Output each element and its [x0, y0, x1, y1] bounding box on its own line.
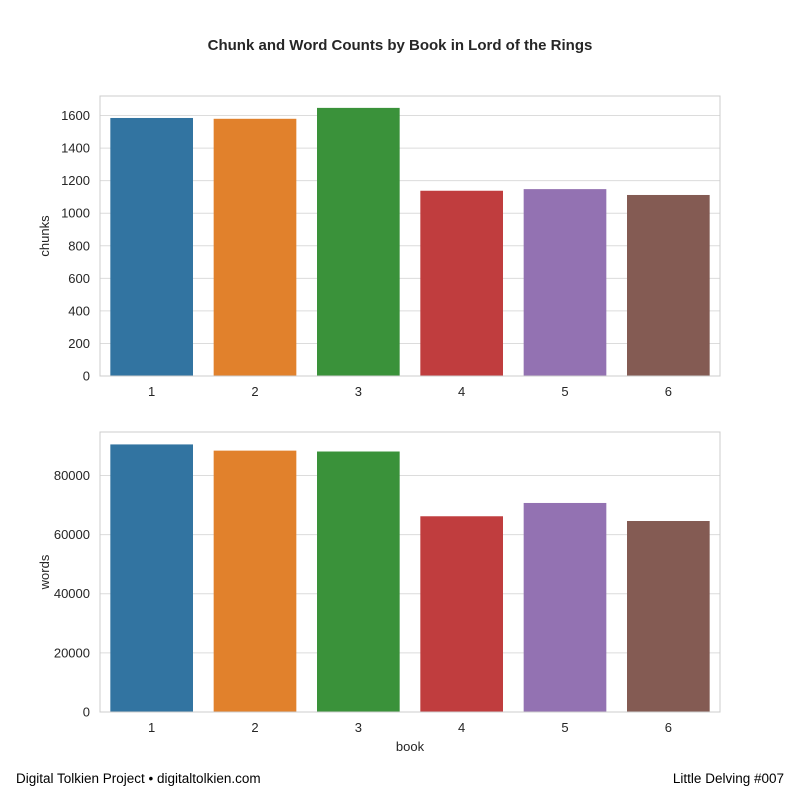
y-tick-label: 1400: [61, 141, 90, 156]
footer-issue: Little Delving #007: [672, 771, 784, 786]
y-tick-label: 0: [83, 705, 90, 720]
chart-title: Chunk and Word Counts by Book in Lord of…: [207, 37, 593, 54]
x-tick-label: 1: [148, 720, 155, 735]
y-axis-label: chunks: [37, 215, 52, 257]
x-tick-label: 2: [251, 720, 258, 735]
x-tick-label: 6: [665, 720, 672, 735]
chart-panel-2: 0 20000 40000 60000 80000 1 2 3 4 5 6 words book: [37, 431, 721, 754]
x-tick-label: 4: [458, 384, 465, 399]
bar-book-4: [420, 190, 503, 376]
bar-book-5: [523, 189, 607, 376]
x-tick-label: 1: [148, 384, 155, 399]
y-tick-label: 600: [68, 271, 90, 286]
y-tick-label: 1600: [61, 108, 90, 123]
x-tick-label: 3: [355, 720, 362, 735]
x-axis-label: book: [396, 739, 425, 754]
bar-book-1: [110, 444, 193, 712]
bar-book-6: [627, 194, 710, 376]
bar-book-5: [523, 502, 607, 712]
plot-frame: [99, 95, 721, 377]
y-tick-label: 1000: [61, 206, 90, 221]
y-tick-label: 40000: [54, 586, 90, 601]
y-tick-label: 80000: [54, 468, 90, 483]
bar-book-1: [110, 117, 193, 376]
y-axis-label: words: [37, 554, 52, 590]
bar-book-2: [213, 118, 297, 376]
footer-credit: Digital Tolkien Project • digitaltolkien…: [16, 771, 261, 786]
bar-book-3: [317, 107, 400, 376]
y-tick-label: 1200: [61, 173, 90, 188]
bar-book-2: [213, 450, 297, 712]
x-tick-label: 2: [251, 384, 258, 399]
chart-panel-1: 0 200 400 600 800 1000 1200 1400 1600 1 2 3 4 5 6 chunk…: [37, 95, 721, 399]
y-tick-label: 0: [83, 369, 90, 384]
bar-book-6: [627, 520, 710, 712]
x-tick-label: 4: [458, 720, 465, 735]
x-tick-label: 3: [355, 384, 362, 399]
y-tick-label: 200: [68, 336, 90, 351]
plot-frame: [99, 431, 721, 713]
y-tick-label: 20000: [54, 645, 90, 660]
x-tick-label: 5: [561, 720, 568, 735]
y-tick-label: 400: [68, 303, 90, 318]
x-tick-label: 6: [665, 384, 672, 399]
bar-book-4: [420, 516, 503, 712]
y-tick-label: 800: [68, 238, 90, 253]
x-tick-label: 5: [561, 384, 568, 399]
bar-book-3: [317, 451, 400, 712]
y-tick-label: 60000: [54, 527, 90, 542]
